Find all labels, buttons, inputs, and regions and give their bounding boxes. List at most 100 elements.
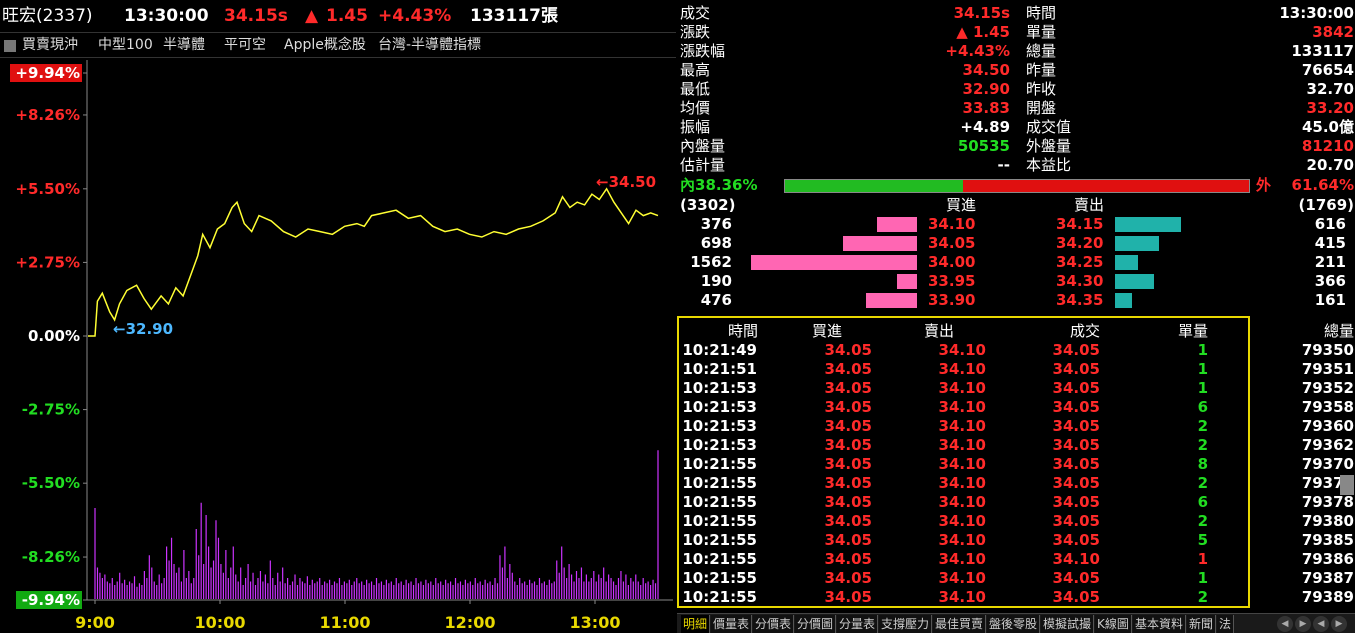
trade-cell: 34.10 — [938, 379, 986, 397]
quote-label: 振幅 — [680, 118, 711, 136]
trade-cell: 34.10 — [1052, 550, 1100, 568]
tab-item[interactable]: 最佳買賣 — [933, 615, 987, 633]
inner-outer-ratio-bar — [784, 179, 1250, 193]
price-line — [88, 187, 659, 337]
trade-cell: 10:21:55 — [682, 474, 757, 492]
quote-label: 最高 — [680, 61, 711, 79]
collapse-icon[interactable] — [4, 40, 16, 52]
tag-item[interactable]: Apple概念股 — [284, 37, 366, 53]
ask-qty-bar — [1115, 255, 1138, 270]
tab-item[interactable]: K線圖 — [1095, 615, 1132, 633]
tab-item[interactable]: 分價圖 — [795, 615, 837, 633]
scroll-right-icon[interactable]: ▶ — [1295, 616, 1311, 632]
y-axis-label: +8.26% — [15, 106, 80, 124]
header-change-pct: +4.43% — [378, 6, 452, 26]
tag-item[interactable]: 中型100 — [98, 37, 153, 53]
prev-icon[interactable]: ◀ — [1313, 616, 1329, 632]
quote-value: 34.50 — [962, 61, 1010, 79]
quote-label: 最低 — [680, 80, 711, 98]
trade-cell: 79360 — [1301, 417, 1354, 435]
quote-value: 13:30:00 — [1279, 4, 1354, 22]
ask-qty: 415 — [1314, 234, 1346, 252]
bid-price: 34.10 — [928, 215, 976, 233]
trade-cell: 34.05 — [1052, 588, 1100, 606]
scrollbar-thumb[interactable] — [1340, 475, 1354, 495]
quote-value: -- — [997, 156, 1010, 174]
x-axis-label: 11:00 — [320, 613, 371, 632]
trade-cell: 34.10 — [938, 417, 986, 435]
trade-cell: 34.05 — [1052, 379, 1100, 397]
limit-down-badge — [16, 591, 82, 609]
ask-price: 34.25 — [1056, 253, 1104, 271]
trade-cell: 79351 — [1301, 360, 1354, 378]
scroll-left-icon[interactable]: ◀ — [1277, 616, 1293, 632]
trade-cell: 34.05 — [824, 569, 872, 587]
trade-detail-list[interactable] — [677, 316, 1250, 608]
trade-cell: 34.05 — [1052, 474, 1100, 492]
trade-cell: 34.05 — [1052, 436, 1100, 454]
ask-total: (1769) — [1298, 196, 1354, 214]
trade-cell: 34.05 — [824, 417, 872, 435]
tab-item[interactable]: 價量表 — [711, 615, 753, 633]
ask-qty-bar — [1115, 236, 1160, 251]
tab-item[interactable]: 明細 — [681, 615, 711, 633]
trade-cell: 79352 — [1301, 379, 1354, 397]
tag-item[interactable]: 買賣現沖 — [22, 37, 78, 53]
quote-label: 總量 — [1026, 42, 1057, 60]
tab-item[interactable]: 新聞 — [1187, 615, 1217, 633]
bid-qty: 376 — [700, 215, 732, 233]
trade-column-header: 成交 — [1069, 322, 1100, 340]
inner-label: 內38.36% — [680, 176, 758, 194]
intraday-chart[interactable]: +9.94% +8.26% +5.50% +2.75% 0.00% -2.75% -5.50… — [0, 60, 676, 633]
next-icon[interactable]: ▶ — [1331, 616, 1347, 632]
bid-price: 34.00 — [928, 253, 976, 271]
stock-name[interactable]: 旺宏(2337) — [2, 6, 93, 26]
trade-cell: 79358 — [1301, 398, 1354, 416]
tag-item[interactable]: 半導體 — [163, 37, 205, 53]
quote-value: +4.89 — [960, 118, 1010, 136]
tab-item[interactable]: 支撐壓力 — [879, 615, 933, 633]
ask-qty-bar — [1115, 217, 1181, 232]
quote-label: 本益比 — [1026, 156, 1072, 174]
y-axis-label: +9.94% — [15, 64, 80, 82]
bid-qty: 190 — [700, 272, 732, 290]
trade-cell: 34.05 — [1052, 360, 1100, 378]
ask-header: 賣出 — [1074, 196, 1105, 214]
x-axis-label: 10:00 — [195, 613, 246, 632]
quote-label: 成交 — [680, 4, 711, 22]
quote-value: 33.20 — [1306, 99, 1354, 117]
quote-value: ▲ 1.45 — [956, 23, 1010, 41]
trade-cell: 34.05 — [824, 550, 872, 568]
quote-value: 34.15s — [953, 4, 1010, 22]
trade-cell: 6 — [1197, 398, 1208, 416]
quote-value: 81210 — [1301, 137, 1354, 155]
trade-cell: 79350 — [1301, 341, 1354, 359]
trade-cell: 10:21:53 — [682, 436, 757, 454]
y-axis-label: 0.00% — [28, 327, 80, 345]
tab-item[interactable]: 分量表 — [837, 615, 879, 633]
trade-cell: 10:21:53 — [682, 398, 757, 416]
bid-qty-bar — [896, 274, 917, 289]
tag-item[interactable]: 台灣-半導體指標 — [378, 37, 482, 53]
x-axis-label: 13:00 — [570, 613, 621, 632]
trade-column-header: 單量 — [1177, 322, 1208, 340]
ask-price: 34.30 — [1056, 272, 1104, 290]
trade-cell: 34.10 — [938, 474, 986, 492]
y-axis-label: +2.75% — [15, 253, 80, 271]
quote-value: 76654 — [1301, 61, 1354, 79]
limit-up-badge — [10, 64, 82, 82]
tab-item[interactable]: 模擬試撮 — [1041, 615, 1095, 633]
tab-item[interactable]: 盤後零股 — [987, 615, 1041, 633]
bid-price: 33.90 — [928, 291, 976, 309]
ask-qty: 366 — [1314, 272, 1346, 290]
tab-item[interactable]: 基本資料 — [1133, 615, 1187, 633]
tab-item[interactable]: 分價表 — [753, 615, 795, 633]
trade-cell: 34.10 — [938, 531, 986, 549]
trade-cell: 79362 — [1301, 436, 1354, 454]
trade-cell: 10:21:51 — [682, 360, 757, 378]
quote-label: 單量 — [1026, 23, 1057, 41]
tab-item[interactable]: 法 — [1217, 615, 1235, 633]
trade-cell: 6 — [1197, 493, 1208, 511]
tag-item[interactable]: 平可空 — [224, 37, 266, 53]
y-axis-label: +5.50% — [15, 180, 80, 198]
